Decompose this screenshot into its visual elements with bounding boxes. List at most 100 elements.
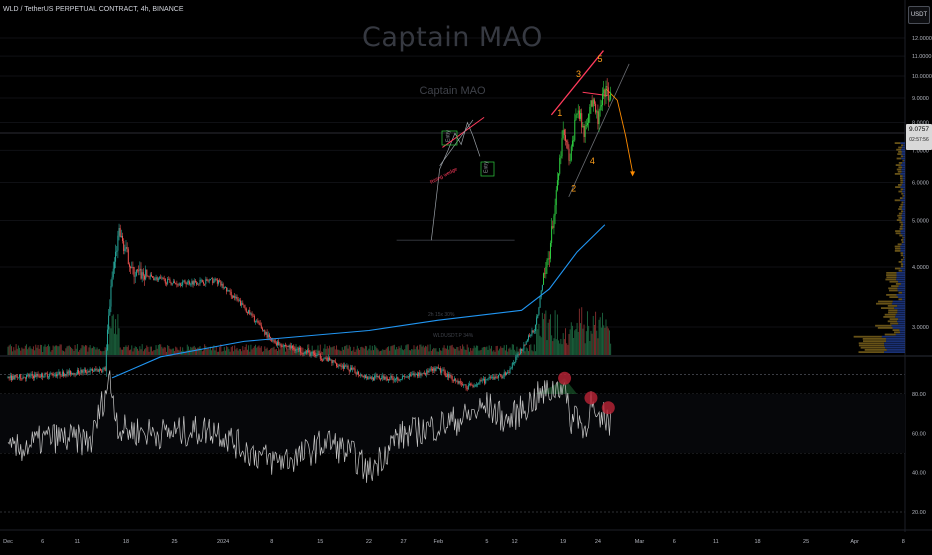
volume-profile-bar xyxy=(897,320,905,323)
candle-body xyxy=(294,348,296,351)
candle-body xyxy=(234,295,236,299)
candle-body xyxy=(190,284,192,285)
candle-body xyxy=(153,277,155,281)
volume-bar xyxy=(281,344,283,355)
candle-body xyxy=(344,365,346,369)
candle-body xyxy=(481,379,483,381)
volume-profile-bar xyxy=(902,203,905,206)
candle-body xyxy=(97,369,99,372)
volume-bar xyxy=(555,339,557,355)
candle-body xyxy=(487,378,489,380)
candle-body xyxy=(568,148,570,161)
volume-profile-bar xyxy=(896,294,905,296)
candle-body xyxy=(536,318,538,325)
candle-body xyxy=(278,341,280,345)
volume-bar xyxy=(93,346,95,355)
candle-body xyxy=(160,277,162,279)
resistance-trendline[interactable] xyxy=(550,50,604,116)
volume-bar xyxy=(194,347,196,355)
volume-profile-bar xyxy=(902,175,905,177)
volume-bar xyxy=(76,344,78,355)
volume-bar xyxy=(512,344,514,355)
candle-body xyxy=(304,351,306,354)
volume-bar xyxy=(578,308,580,355)
candle-body xyxy=(383,375,385,380)
volume-bar xyxy=(7,346,9,355)
candle-body xyxy=(185,283,187,285)
candle-body xyxy=(361,374,363,376)
rsi-peak-marker[interactable] xyxy=(601,401,615,415)
entry-annotation-box[interactable] xyxy=(441,130,458,146)
volume-profile-bar xyxy=(894,250,901,252)
candle-body xyxy=(591,100,593,107)
volume-bar xyxy=(272,347,274,355)
candle-body xyxy=(224,287,226,289)
symbol-title[interactable]: WLD / TetherUS PERPETUAL CONTRACT, 4h, B… xyxy=(3,6,184,13)
volume-bar xyxy=(457,347,459,355)
volume-bar xyxy=(42,351,44,355)
wedge-example-path[interactable] xyxy=(430,121,481,241)
candle-body xyxy=(429,368,431,372)
volume-bar xyxy=(37,345,39,355)
volume-bar xyxy=(131,345,133,355)
projection-path[interactable] xyxy=(605,88,634,173)
wedge-upper-line[interactable] xyxy=(442,116,485,148)
volume-profile-bar xyxy=(895,186,901,188)
volume-bar xyxy=(559,343,561,355)
candle-body xyxy=(248,310,250,314)
candle-body xyxy=(126,247,128,250)
watermark-small: Captain MAO xyxy=(419,85,486,97)
candle-body xyxy=(509,368,511,373)
candle-body xyxy=(24,377,26,379)
candle-body xyxy=(316,354,318,357)
entry-annotation-box[interactable] xyxy=(480,161,495,177)
candle-body xyxy=(421,373,423,375)
candle-body xyxy=(462,384,464,386)
candle-body xyxy=(148,276,150,278)
currency-badge[interactable]: USDT xyxy=(908,6,930,24)
candle-body xyxy=(197,283,199,285)
volume-bar xyxy=(593,324,595,355)
volume-bar xyxy=(20,350,22,355)
volume-profile-bar xyxy=(902,190,905,193)
volume-bar xyxy=(157,344,159,355)
volume-bar xyxy=(575,329,577,355)
candle-body xyxy=(577,110,579,114)
volume-profile-bar xyxy=(886,340,905,342)
volume-bar xyxy=(96,347,98,355)
wedge-lower-line[interactable] xyxy=(439,119,474,167)
volume-bar xyxy=(34,350,36,355)
candle-body xyxy=(408,374,410,378)
volume-profile-bar xyxy=(898,261,903,263)
candle-body xyxy=(132,267,134,269)
candle-body xyxy=(386,378,388,381)
volume-bar xyxy=(301,347,303,355)
volume-profile-bar xyxy=(902,162,905,164)
volume-bar xyxy=(369,345,371,355)
volume-bar xyxy=(344,346,346,355)
volume-bar xyxy=(345,345,347,355)
candle-body xyxy=(604,89,606,97)
volume-bar xyxy=(162,348,164,355)
candle-body xyxy=(286,345,288,347)
time-axis-label: Mar xyxy=(635,539,645,545)
volume-bar xyxy=(552,341,554,355)
volume-bar xyxy=(241,351,243,355)
rsi-peak-marker[interactable] xyxy=(584,391,598,405)
candle-body xyxy=(61,371,63,377)
rsi-peak-marker[interactable] xyxy=(558,371,572,385)
volume-bar xyxy=(406,344,408,355)
volume-bar xyxy=(595,311,597,355)
volume-bar xyxy=(201,351,203,355)
volume-bar xyxy=(282,348,284,355)
volume-bar xyxy=(522,350,524,355)
volume-bar xyxy=(43,346,45,355)
volume-bar xyxy=(98,348,100,355)
volume-bar xyxy=(441,350,443,355)
candle-body xyxy=(21,378,23,380)
price-axis-label: 9.0000 xyxy=(912,96,929,102)
candle-body xyxy=(495,376,497,378)
candle-body xyxy=(112,268,114,278)
